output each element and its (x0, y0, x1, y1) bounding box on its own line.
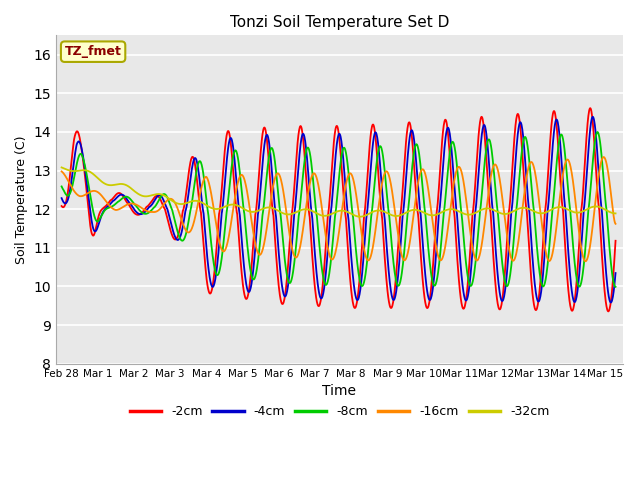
-4cm (612, 270, 620, 276)
-16cm (600, 154, 607, 160)
-4cm (589, 114, 596, 120)
-16cm (276, 176, 284, 181)
-4cm (607, 300, 615, 305)
Line: -2cm: -2cm (61, 108, 616, 312)
-2cm (538, 269, 545, 275)
-4cm (584, 153, 592, 159)
-16cm (612, 221, 620, 227)
-32cm (584, 206, 592, 212)
-4cm (561, 206, 569, 212)
Title: Tonzi Soil Temperature Set D: Tonzi Soil Temperature Set D (230, 15, 449, 30)
-8cm (593, 129, 601, 135)
-4cm (276, 271, 284, 277)
-32cm (562, 205, 570, 211)
-8cm (561, 154, 569, 160)
Legend: -2cm, -4cm, -8cm, -16cm, -32cm: -2cm, -4cm, -8cm, -16cm, -32cm (125, 400, 554, 423)
Line: -4cm: -4cm (61, 117, 616, 302)
-16cm (582, 258, 589, 264)
-8cm (195, 159, 202, 165)
-16cm (584, 252, 592, 258)
-32cm (356, 214, 364, 219)
-2cm (586, 105, 594, 111)
-8cm (207, 243, 215, 249)
-16cm (538, 216, 545, 222)
-8cm (584, 212, 592, 218)
-16cm (58, 168, 65, 174)
-2cm (584, 117, 592, 122)
Text: TZ_fmet: TZ_fmet (65, 45, 122, 58)
-32cm (612, 211, 620, 216)
-8cm (612, 284, 620, 290)
-32cm (538, 210, 545, 216)
-8cm (276, 212, 284, 218)
X-axis label: Time: Time (323, 384, 356, 398)
-16cm (207, 192, 215, 198)
-16cm (561, 160, 569, 166)
-2cm (195, 193, 202, 199)
-32cm (207, 205, 215, 211)
-32cm (58, 165, 65, 170)
-2cm (207, 288, 215, 294)
-8cm (538, 279, 545, 285)
-2cm (276, 297, 284, 302)
-4cm (195, 169, 202, 175)
Line: -16cm: -16cm (61, 157, 616, 261)
-16cm (195, 197, 202, 203)
-8cm (58, 183, 65, 189)
-4cm (207, 283, 215, 288)
-32cm (195, 198, 202, 204)
Line: -8cm: -8cm (61, 132, 616, 287)
-4cm (58, 195, 65, 201)
-2cm (612, 238, 620, 244)
-32cm (276, 209, 284, 215)
Line: -32cm: -32cm (61, 168, 616, 216)
-2cm (561, 246, 569, 252)
Y-axis label: Soil Temperature (C): Soil Temperature (C) (15, 135, 28, 264)
-4cm (538, 289, 545, 295)
-2cm (58, 203, 65, 209)
-2cm (605, 309, 612, 314)
